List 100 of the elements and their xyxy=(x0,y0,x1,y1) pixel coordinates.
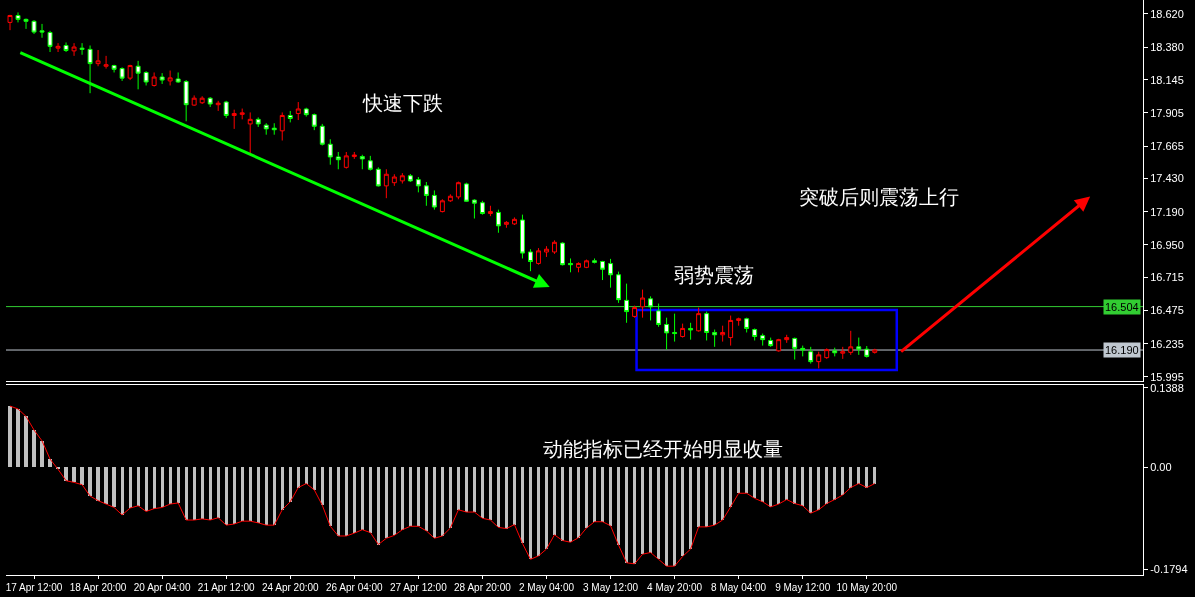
x-tick-label: 3 May 12:00 xyxy=(583,582,639,593)
y-tick-label: 16.475 xyxy=(1150,304,1184,317)
candlestick xyxy=(503,220,509,229)
bar xyxy=(504,467,509,529)
bar xyxy=(825,467,829,504)
y-tick-label: 15.995 xyxy=(1150,370,1184,383)
candlestick xyxy=(624,283,630,324)
candlestick xyxy=(736,317,742,327)
annotation: 弱势震荡 xyxy=(674,264,754,286)
bar xyxy=(777,467,781,505)
candlestick xyxy=(704,311,710,341)
bar xyxy=(849,467,853,488)
candlestick xyxy=(816,351,822,369)
candlestick xyxy=(375,166,381,188)
candlestick xyxy=(7,14,13,31)
x-tick-label: 27 Apr 12:00 xyxy=(390,582,448,593)
bar xyxy=(208,467,212,521)
candlestick xyxy=(856,337,862,356)
bar xyxy=(272,467,276,526)
bar xyxy=(264,467,268,526)
candlestick xyxy=(744,317,750,333)
bar xyxy=(600,467,605,522)
bar xyxy=(576,467,581,538)
candlestick xyxy=(439,198,445,213)
x-tick-label: 24 Apr 20:00 xyxy=(261,582,320,593)
x-tick-label: 8 May 04:00 xyxy=(711,582,767,593)
bar xyxy=(817,467,821,510)
bar xyxy=(785,467,789,500)
bar xyxy=(664,467,669,567)
candlestick xyxy=(319,123,325,146)
candlestick xyxy=(808,346,814,365)
candlestick xyxy=(39,23,45,39)
bar xyxy=(496,467,501,528)
candlestick xyxy=(463,182,469,203)
candlestick xyxy=(47,30,53,53)
bar xyxy=(176,467,180,503)
bar xyxy=(616,467,621,546)
bar xyxy=(753,467,757,499)
candlestick xyxy=(784,334,790,344)
candlestick xyxy=(519,214,525,259)
candlestick xyxy=(768,337,774,348)
candlestick xyxy=(552,239,557,255)
candlestick xyxy=(415,176,421,193)
bar xyxy=(216,467,220,518)
bar xyxy=(376,467,380,545)
candlestick xyxy=(367,155,373,172)
candlestick xyxy=(183,79,189,122)
bar xyxy=(224,467,228,526)
line-series xyxy=(9,405,876,567)
bar xyxy=(464,467,469,513)
bar xyxy=(240,467,244,522)
candlestick xyxy=(303,107,309,118)
y-tick-label: 17.190 xyxy=(1150,205,1184,218)
candlestick xyxy=(15,11,21,23)
bar xyxy=(72,467,76,483)
bar xyxy=(520,467,525,544)
bar xyxy=(833,467,837,500)
candlestick xyxy=(207,96,213,108)
candlestick xyxy=(343,151,349,170)
bar xyxy=(256,467,260,523)
bar xyxy=(344,467,348,536)
candlestick xyxy=(471,198,477,219)
bar xyxy=(24,416,28,468)
candlestick xyxy=(159,72,165,85)
candlestick xyxy=(407,173,413,183)
candlestick xyxy=(479,200,485,216)
y-tick-label: 0.1388 xyxy=(1150,381,1184,394)
bar xyxy=(16,408,20,468)
annotation: 突破后则震荡上行 xyxy=(799,186,959,208)
y-tick-label: 16.715 xyxy=(1150,271,1184,284)
candlestick xyxy=(487,205,493,217)
bar xyxy=(801,467,805,506)
bar xyxy=(392,467,396,536)
bar xyxy=(400,467,404,530)
candlestick xyxy=(632,305,638,319)
candlestick xyxy=(800,345,806,357)
bar xyxy=(352,467,356,534)
candlestick xyxy=(167,70,173,86)
x-tick-label: 18 Apr 20:00 xyxy=(69,582,127,593)
x-tick-label: 20 Apr 04:00 xyxy=(133,582,191,593)
x-tick-label: 21 Apr 12:00 xyxy=(197,582,255,593)
bar xyxy=(440,467,444,536)
y-tick-label: 0.00 xyxy=(1150,460,1172,473)
candlestick xyxy=(239,108,245,120)
candlestick xyxy=(680,323,686,339)
bar xyxy=(745,467,749,494)
candlestick xyxy=(79,42,85,56)
y-tick-label: 16.235 xyxy=(1150,337,1184,350)
candlestick xyxy=(423,181,429,207)
candlestick xyxy=(263,122,269,136)
bar xyxy=(144,467,148,512)
bar xyxy=(184,467,188,521)
candlestick xyxy=(31,19,37,35)
bar xyxy=(312,467,316,490)
bar xyxy=(656,467,661,560)
x-tick-label: 10 May 20:00 xyxy=(836,582,898,593)
bar xyxy=(200,467,204,519)
candlestick xyxy=(135,60,141,90)
candlestick xyxy=(351,151,357,160)
bar xyxy=(568,467,573,543)
